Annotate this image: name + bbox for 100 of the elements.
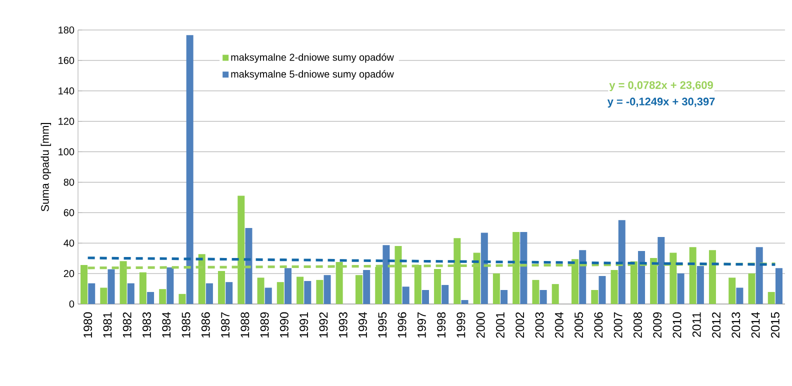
bar [434, 268, 442, 304]
bar [598, 276, 606, 304]
bar [696, 266, 704, 304]
bar [147, 292, 154, 304]
x-tick-label: 2008 [633, 312, 642, 338]
bar [540, 290, 547, 304]
bar [480, 232, 488, 304]
x-tick-label: 1992 [319, 312, 328, 338]
bar [88, 283, 96, 304]
x-tick-label: 2003 [535, 312, 544, 338]
bar [618, 220, 626, 304]
x-tick-label: 1981 [103, 312, 112, 338]
bar [520, 232, 528, 304]
bar [677, 273, 684, 304]
bar [127, 283, 134, 304]
bar [756, 247, 763, 304]
bar [304, 281, 312, 304]
bar [591, 290, 598, 304]
x-tick-label: 2005 [574, 312, 584, 338]
x-tick-label: 1989 [260, 312, 269, 338]
bar [552, 284, 559, 304]
x-tick-label: 2002 [516, 312, 524, 338]
x-tick-label: 2004 [554, 312, 564, 338]
bar [775, 268, 782, 304]
bar [186, 35, 194, 304]
y-tick-label: 100 [58, 148, 74, 156]
bar [658, 237, 665, 304]
legend-label: maksymalne 5-dniowe sumy opadów [231, 70, 394, 80]
y-tick-label: 140 [58, 87, 74, 94]
x-tick-label: 1998 [437, 312, 446, 338]
bar [363, 270, 370, 304]
y-axis-title: Suma opadu [mm] [40, 123, 52, 212]
bar [159, 289, 166, 304]
x-tick-label: 1982 [122, 312, 132, 338]
x-tick-label: 2013 [732, 312, 740, 338]
x-tick-label: 1993 [338, 312, 348, 338]
legend-label: maksymalne 2-dniowe sumy opadów [231, 53, 394, 63]
bar [257, 278, 264, 304]
bar [206, 283, 213, 304]
y-tick-label: 0 [69, 300, 74, 308]
bar [728, 278, 736, 304]
x-tick-label: 1990 [280, 312, 288, 338]
x-tick-label: 1999 [456, 312, 466, 338]
bar [178, 294, 186, 304]
bar [500, 290, 508, 304]
x-tick-label: 2012 [712, 312, 720, 338]
y-tick-label: 60 [64, 209, 74, 216]
bar [264, 288, 272, 304]
bar [284, 268, 292, 304]
annotation: y = -0,1249x + 30,397 [607, 98, 715, 108]
bar [579, 250, 586, 304]
y-tick-label: 40 [64, 240, 74, 247]
x-tick-label: 2015 [770, 312, 780, 338]
x-tick-label: 1988 [240, 312, 250, 338]
bar [245, 228, 252, 304]
bar [402, 286, 410, 304]
bar [442, 284, 449, 304]
bar [492, 273, 500, 304]
x-tick-label: 1983 [142, 312, 151, 338]
bar [532, 280, 540, 304]
x-tick-label: 2011 [692, 312, 701, 337]
x-tick-label: 2014 [751, 312, 760, 338]
x-tick-label: 2001 [496, 312, 504, 338]
bar [382, 245, 390, 304]
bar [276, 282, 284, 304]
annotation: y = 0,0782x + 23,609 [609, 81, 713, 92]
x-tick-label: 1994 [358, 312, 367, 338]
bar [226, 282, 233, 304]
x-tick-label: 2009 [653, 312, 662, 338]
bar [218, 270, 225, 304]
x-tick-label: 2000 [476, 312, 485, 338]
x-tick-label: 1997 [417, 312, 426, 338]
bar [296, 276, 304, 304]
bar [638, 251, 646, 304]
bar [139, 272, 146, 304]
y-tick-label: 80 [64, 178, 74, 186]
bar [422, 290, 429, 304]
bar [100, 288, 108, 304]
x-tick-label: 1984 [162, 312, 171, 338]
x-tick-label: 1996 [398, 312, 406, 338]
bar [166, 267, 174, 304]
x-tick-label: 1980 [84, 312, 92, 338]
x-tick-label: 2007 [614, 312, 622, 338]
bar [316, 280, 324, 304]
bar [748, 273, 756, 304]
x-tick-label: 2010 [672, 312, 682, 338]
y-tick-label: 20 [64, 270, 74, 278]
bar [736, 288, 744, 304]
x-tick-label: 1995 [378, 312, 387, 338]
x-tick-label: 1987 [221, 312, 230, 338]
bar [461, 300, 468, 304]
bar [108, 269, 115, 304]
x-tick-label: 1991 [300, 312, 308, 338]
y-tick-label: 120 [58, 118, 74, 125]
x-tick-label: 2006 [594, 312, 603, 338]
y-tick-label: 160 [58, 56, 74, 64]
bar [324, 275, 331, 304]
x-tick-label: 1985 [182, 312, 190, 338]
bar [610, 270, 618, 304]
y-tick-label: 180 [58, 26, 74, 34]
